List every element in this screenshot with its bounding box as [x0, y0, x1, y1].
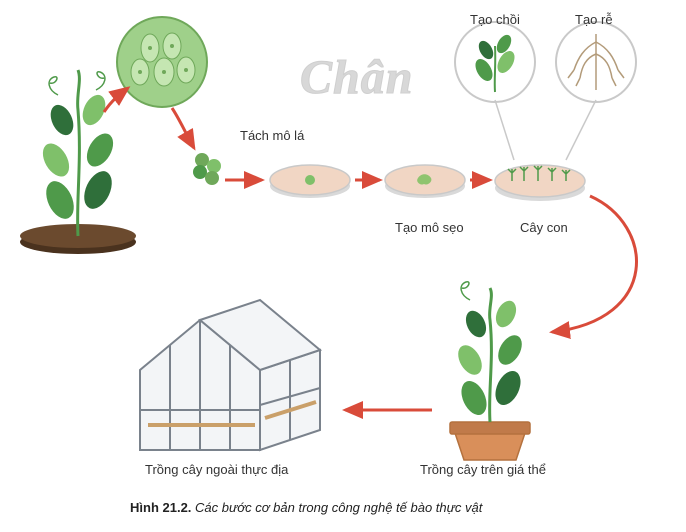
label-root: Tạo rễ — [575, 12, 613, 27]
dish-1-icon — [270, 165, 350, 198]
small-tissue-cluster — [193, 153, 221, 185]
source-plant — [20, 70, 136, 254]
label-plantlet: Cây con — [520, 220, 568, 235]
shoot-circle-icon — [455, 22, 535, 160]
pot-plant-icon — [450, 282, 530, 460]
label-pot: Trồng cây trên giá thể — [420, 462, 546, 477]
watermark: Chân — [300, 50, 413, 105]
caption-rest: Các bước cơ bản trong công nghệ tế bào t… — [191, 500, 482, 515]
figure-caption: Hình 21.2. Các bước cơ bản trong công ng… — [130, 500, 482, 515]
label-leaf-tissue: Tách mô lá — [240, 128, 304, 143]
diagram-canvas: Chân — [0, 0, 686, 532]
label-greenhouse: Trồng cây ngoài thực địa — [145, 462, 288, 477]
cell-circle-icon — [117, 17, 207, 107]
caption-bold: Hình 21.2. — [130, 500, 191, 515]
dish-3-icon — [495, 165, 585, 201]
greenhouse-icon — [140, 300, 320, 450]
arrows — [104, 88, 636, 410]
dish-2-icon — [385, 165, 465, 198]
label-callus: Tạo mô sẹo — [395, 220, 464, 235]
label-shoot: Tạo chồi — [470, 12, 520, 27]
root-circle-icon — [556, 22, 636, 160]
